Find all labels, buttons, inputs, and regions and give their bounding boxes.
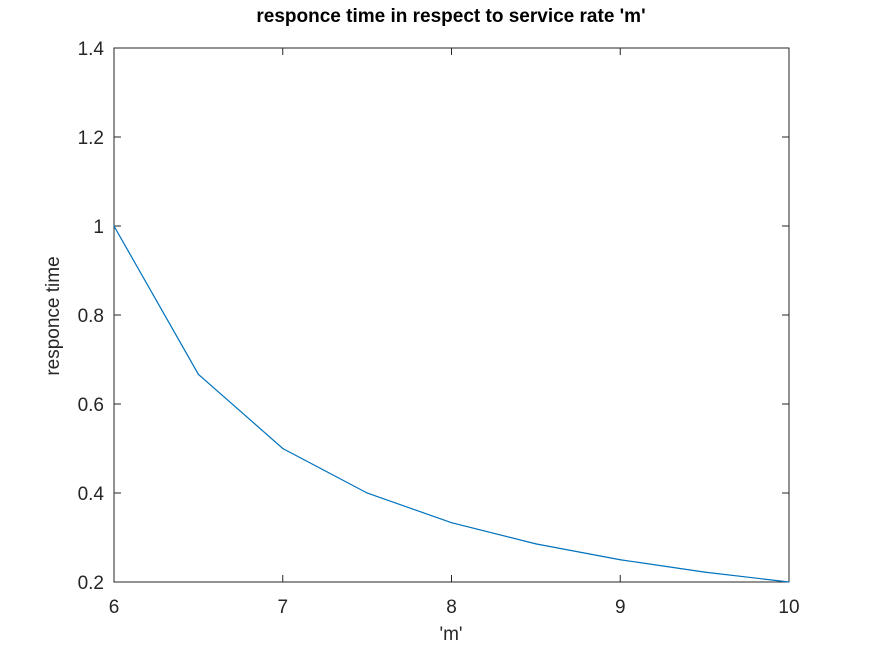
data-point: [535, 543, 537, 545]
y-tick-label: 1.4: [78, 39, 105, 60]
data-point: [113, 225, 115, 227]
data-point: [619, 559, 621, 561]
x-axis-label: 'm': [439, 624, 462, 645]
y-tick-label: 0.8: [78, 306, 104, 327]
plot-area: 6 7 8 9 10 0.2 0.4 0.6 0.8 1 1.2 1.4: [78, 39, 800, 618]
y-tick-label: 0.4: [78, 484, 105, 505]
y-tick-label: 1.2: [78, 128, 104, 149]
y-tick-label: 0.2: [78, 573, 104, 594]
data-point: [197, 373, 199, 375]
y-tick-label: 0.6: [78, 395, 104, 416]
x-tick-label: 7: [277, 597, 288, 618]
data-point: [366, 492, 368, 494]
data-point: [788, 581, 790, 583]
data-point: [450, 522, 453, 524]
x-tick-label: 9: [615, 597, 626, 618]
axes-box: [113, 47, 790, 583]
chart-title: responce time in respect to service rate…: [256, 6, 645, 27]
x-tick-label: 10: [778, 597, 799, 618]
y-tick-label: 1: [93, 217, 104, 238]
data-point: [282, 447, 284, 450]
data-point: [704, 571, 706, 573]
y-axis-label: responce time: [43, 256, 64, 375]
x-tick-label: 8: [446, 597, 457, 618]
x-tick-label: 6: [109, 597, 120, 618]
